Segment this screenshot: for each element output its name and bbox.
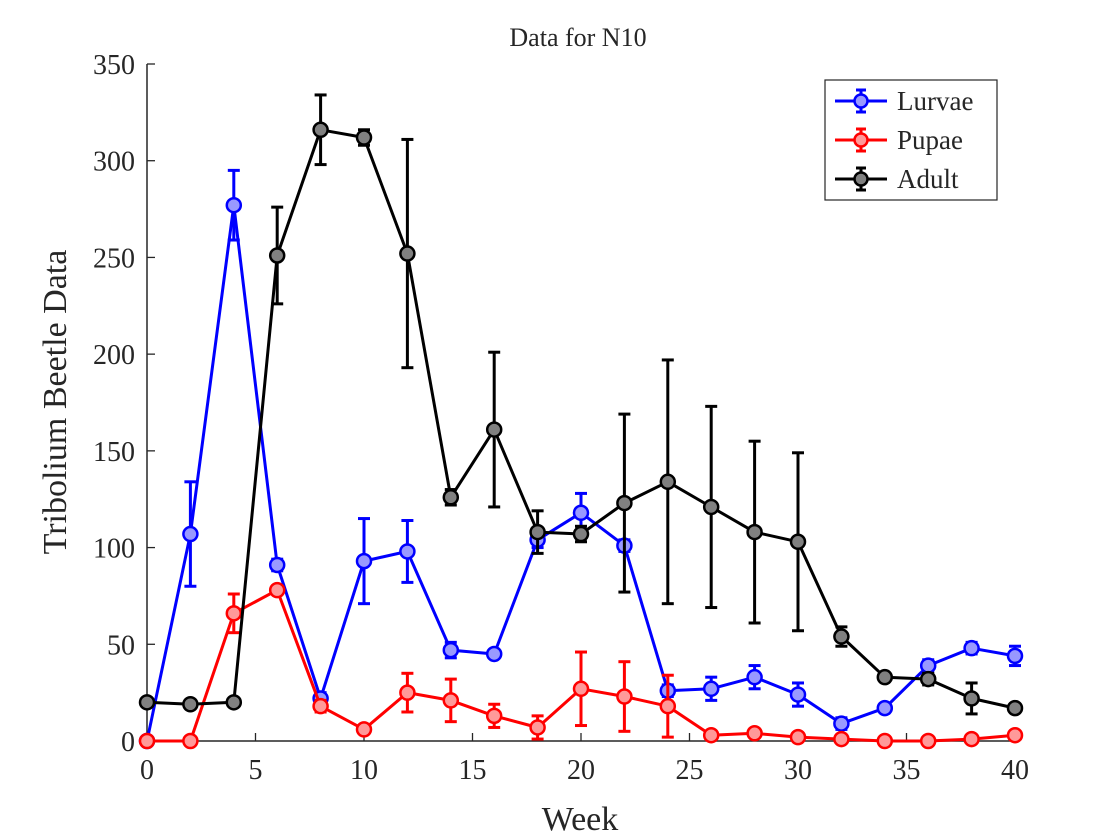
data-point xyxy=(963,690,980,707)
data-point xyxy=(312,121,329,139)
data-point xyxy=(355,129,373,146)
data-point xyxy=(529,719,546,736)
data-point xyxy=(268,581,286,599)
data-point xyxy=(746,725,763,742)
data-point xyxy=(702,726,720,744)
data-point xyxy=(789,533,807,551)
chart-title: Data for N10 xyxy=(509,23,646,52)
data-point xyxy=(616,494,633,512)
data-point xyxy=(789,728,807,746)
data-point xyxy=(268,556,286,574)
data-point xyxy=(963,639,980,657)
axes: 0 5 10 15 20 25 30 35 40 0 50 100 150 200 250 300 350 xyxy=(93,50,1029,786)
x-tick-label: 40 xyxy=(1001,755,1029,786)
legend: Lurvae Pupae Adult xyxy=(824,79,998,201)
y-tick-label: 350 xyxy=(93,50,135,81)
data-point xyxy=(182,695,199,713)
data-point xyxy=(355,721,373,738)
x-axis-label: Week xyxy=(542,801,619,838)
y-tick-label: 300 xyxy=(93,147,135,178)
data-point xyxy=(268,247,286,264)
data-point xyxy=(442,489,460,506)
data-point xyxy=(529,523,546,541)
legend-marker xyxy=(853,132,869,148)
data-point xyxy=(225,605,243,622)
data-point xyxy=(746,668,763,686)
data-point xyxy=(485,421,503,438)
x-tick-label: 30 xyxy=(784,755,812,786)
data-point xyxy=(789,686,807,703)
x-tick-label: 5 xyxy=(249,755,263,786)
data-point xyxy=(702,498,720,516)
data-point xyxy=(876,668,894,686)
data-point xyxy=(399,245,416,262)
data-point xyxy=(919,670,937,688)
data-point xyxy=(442,641,460,659)
series-pupae xyxy=(138,581,1024,750)
legend-marker xyxy=(853,171,869,187)
data-point xyxy=(572,680,590,698)
x-tick-label: 10 xyxy=(350,755,378,786)
legend-label: Adult xyxy=(897,164,959,194)
data-point xyxy=(355,552,373,570)
data-point xyxy=(963,730,980,748)
data-point xyxy=(138,694,156,711)
x-tick-label: 15 xyxy=(459,755,487,786)
data-point xyxy=(833,628,850,645)
data-point xyxy=(485,645,503,663)
y-tick-label: 200 xyxy=(93,340,135,371)
data-point xyxy=(659,697,677,715)
data-point xyxy=(225,196,243,214)
data-point xyxy=(659,473,677,491)
y-tick-label: 150 xyxy=(93,437,135,468)
data-point xyxy=(1006,699,1024,717)
data-point xyxy=(182,525,199,543)
plot-area xyxy=(138,93,1024,750)
data-point xyxy=(138,732,156,750)
y-tick-label: 50 xyxy=(107,630,135,661)
y-tick-label: 100 xyxy=(93,534,135,565)
data-point xyxy=(919,657,937,674)
data-point xyxy=(312,697,329,715)
legend-label: Lurvae xyxy=(897,86,973,116)
x-tick-label: 0 xyxy=(140,755,154,786)
series-adult xyxy=(138,93,1024,717)
legend-marker xyxy=(853,93,869,109)
data-point xyxy=(1006,647,1024,665)
data-point xyxy=(182,732,199,750)
y-tick-label: 250 xyxy=(93,243,135,274)
x-tick-label: 25 xyxy=(676,755,704,786)
data-point xyxy=(919,732,937,750)
data-point xyxy=(572,525,590,543)
data-point xyxy=(833,730,850,748)
data-point xyxy=(833,715,850,732)
data-point xyxy=(746,523,763,541)
data-point xyxy=(485,707,503,725)
legend-label: Pupae xyxy=(897,125,963,155)
data-point xyxy=(399,684,416,701)
data-point xyxy=(616,688,633,705)
y-axis-label: Tribolium Beetle Data xyxy=(37,250,74,555)
data-point xyxy=(572,504,590,522)
y-tick-label: 0 xyxy=(121,727,135,758)
x-tick-label: 20 xyxy=(567,755,595,786)
data-point xyxy=(876,732,894,750)
data-point xyxy=(702,680,720,698)
data-point xyxy=(1006,726,1024,744)
data-point xyxy=(399,543,416,560)
data-point xyxy=(225,694,243,711)
x-tick-label: 35 xyxy=(893,755,921,786)
data-point xyxy=(876,699,894,717)
data-point xyxy=(442,692,460,709)
